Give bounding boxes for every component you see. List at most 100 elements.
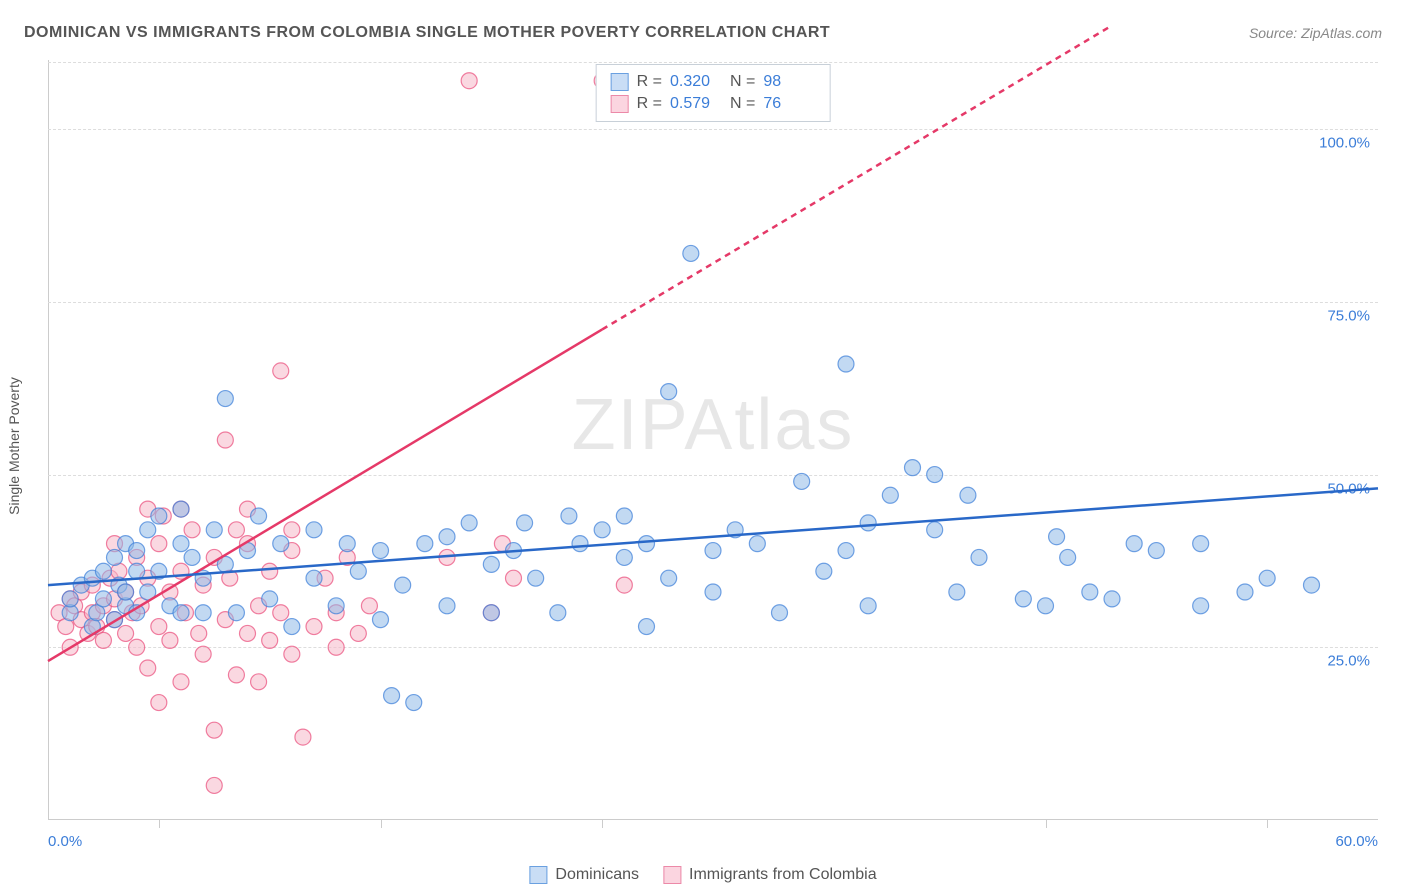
scatter-point-dominican — [1148, 543, 1164, 559]
scatter-point-colombia — [195, 646, 211, 662]
scatter-point-colombia — [328, 639, 344, 655]
scatter-point-colombia — [151, 536, 167, 552]
scatter-point-dominican — [95, 591, 111, 607]
scatter-point-dominican — [517, 515, 533, 531]
scatter-svg — [48, 60, 1378, 820]
stat-n-value: 98 — [763, 73, 815, 91]
scatter-point-colombia — [262, 563, 278, 579]
stats-legend-row: R = 0.579 N = 76 — [611, 93, 816, 115]
scatter-point-colombia — [95, 632, 111, 648]
scatter-point-dominican — [129, 563, 145, 579]
scatter-point-dominican — [439, 598, 455, 614]
scatter-point-colombia — [616, 577, 632, 593]
scatter-point-dominican — [217, 391, 233, 407]
chart-header: DOMINICAN VS IMMIGRANTS FROM COLOMBIA SI… — [24, 24, 1382, 42]
scatter-point-dominican — [483, 556, 499, 572]
scatter-point-dominican — [550, 605, 566, 621]
scatter-point-dominican — [528, 570, 544, 586]
scatter-point-colombia — [206, 777, 222, 793]
scatter-point-colombia — [206, 722, 222, 738]
scatter-point-dominican — [95, 563, 111, 579]
scatter-point-dominican — [1193, 536, 1209, 552]
stat-r-label: R = — [637, 73, 662, 91]
scatter-point-colombia — [162, 632, 178, 648]
scatter-point-dominican — [927, 467, 943, 483]
scatter-point-dominican — [639, 619, 655, 635]
scatter-point-dominican — [228, 605, 244, 621]
scatter-point-dominican — [572, 536, 588, 552]
scatter-point-colombia — [461, 73, 477, 89]
scatter-point-dominican — [384, 688, 400, 704]
scatter-point-dominican — [561, 508, 577, 524]
scatter-point-dominican — [328, 598, 344, 614]
scatter-point-dominican — [838, 543, 854, 559]
x-min-label: 0.0% — [48, 833, 82, 850]
scatter-point-dominican — [1237, 584, 1253, 600]
scatter-point-dominican — [705, 543, 721, 559]
x-tick — [159, 820, 160, 828]
x-tick — [381, 820, 382, 828]
x-tick — [602, 820, 603, 828]
scatter-point-colombia — [284, 646, 300, 662]
scatter-point-dominican — [195, 605, 211, 621]
scatter-point-colombia — [284, 522, 300, 538]
chart-source: Source: ZipAtlas.com — [1249, 25, 1382, 41]
scatter-point-dominican — [373, 612, 389, 628]
stats-legend-row: R = 0.320 N = 98 — [611, 71, 816, 93]
scatter-point-colombia — [361, 598, 377, 614]
scatter-point-colombia — [151, 619, 167, 635]
legend-label: Dominicans — [555, 866, 639, 884]
scatter-point-colombia — [273, 363, 289, 379]
scatter-point-colombia — [173, 674, 189, 690]
scatter-point-colombia — [118, 625, 134, 641]
scatter-point-dominican — [1126, 536, 1142, 552]
scatter-point-dominican — [927, 522, 943, 538]
scatter-point-colombia — [506, 570, 522, 586]
scatter-point-dominican — [816, 563, 832, 579]
trendline-colombia — [48, 329, 602, 661]
scatter-point-dominican — [860, 598, 876, 614]
stat-n-value: 76 — [763, 95, 815, 113]
scatter-point-dominican — [417, 536, 433, 552]
x-tick — [1267, 820, 1268, 828]
scatter-point-dominican — [306, 522, 322, 538]
scatter-point-colombia — [184, 522, 200, 538]
scatter-point-dominican — [1304, 577, 1320, 593]
legend-swatch — [663, 866, 681, 884]
scatter-point-dominican — [705, 584, 721, 600]
scatter-point-dominican — [173, 605, 189, 621]
y-axis-label: Single Mother Poverty — [6, 377, 22, 515]
scatter-point-dominican — [262, 591, 278, 607]
scatter-point-dominican — [1082, 584, 1098, 600]
scatter-point-dominican — [1104, 591, 1120, 607]
stats-legend: R = 0.320 N = 98 R = 0.579 N = 76 — [596, 64, 831, 122]
scatter-point-dominican — [62, 591, 78, 607]
scatter-point-dominican — [284, 619, 300, 635]
scatter-point-dominican — [616, 508, 632, 524]
scatter-point-colombia — [191, 625, 207, 641]
scatter-point-dominican — [151, 508, 167, 524]
scatter-point-dominican — [339, 536, 355, 552]
stat-n-label: N = — [730, 73, 755, 91]
scatter-point-dominican — [794, 473, 810, 489]
scatter-point-dominican — [129, 543, 145, 559]
scatter-point-dominican — [206, 522, 222, 538]
scatter-point-dominican — [118, 584, 134, 600]
scatter-point-colombia — [140, 660, 156, 676]
scatter-point-dominican — [1060, 549, 1076, 565]
scatter-point-dominican — [1015, 591, 1031, 607]
scatter-point-dominican — [860, 515, 876, 531]
x-max-label: 60.0% — [1335, 833, 1378, 850]
scatter-point-dominican — [594, 522, 610, 538]
scatter-point-dominican — [661, 384, 677, 400]
bottom-legend-item: Dominicans — [529, 866, 639, 884]
scatter-point-dominican — [639, 536, 655, 552]
scatter-point-colombia — [228, 667, 244, 683]
bottom-legend-item: Immigrants from Colombia — [663, 866, 877, 884]
scatter-point-colombia — [228, 522, 244, 538]
scatter-point-dominican — [107, 549, 123, 565]
scatter-point-colombia — [350, 625, 366, 641]
scatter-point-dominican — [173, 501, 189, 517]
scatter-point-dominican — [616, 549, 632, 565]
scatter-point-colombia — [262, 632, 278, 648]
